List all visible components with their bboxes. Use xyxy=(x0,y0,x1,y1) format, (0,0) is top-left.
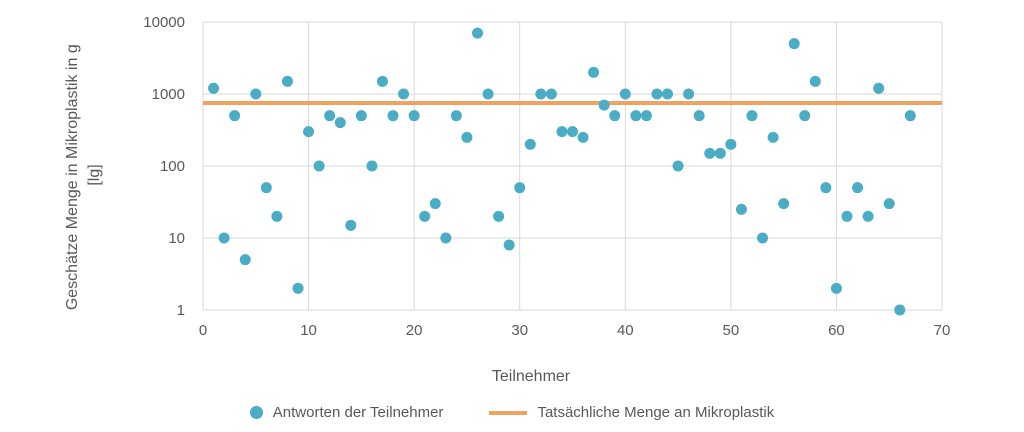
x-tick-label: 50 xyxy=(723,322,740,339)
data-point xyxy=(366,160,378,172)
data-point xyxy=(894,304,906,316)
data-point xyxy=(524,138,536,150)
data-point xyxy=(788,38,800,50)
data-point xyxy=(229,110,241,122)
data-point xyxy=(482,88,494,100)
data-point xyxy=(260,182,272,194)
data-point xyxy=(429,198,441,210)
data-point xyxy=(588,66,600,78)
data-point xyxy=(598,99,610,111)
data-point xyxy=(292,282,304,294)
data-point xyxy=(767,131,779,143)
data-point xyxy=(841,210,853,222)
data-point xyxy=(535,88,547,100)
data-point xyxy=(419,210,431,222)
data-point xyxy=(757,232,769,244)
chart: 1 10 100 1000 10000 0 10 20 30 40 50 60 70 Teilnehm… xyxy=(64,14,951,385)
data-point xyxy=(334,117,346,129)
data-point xyxy=(514,182,526,194)
x-tick-label: 20 xyxy=(406,322,423,339)
data-point xyxy=(704,147,716,159)
y-tick-label: 10000 xyxy=(143,14,185,31)
data-point xyxy=(471,27,483,39)
data-point xyxy=(324,110,336,122)
x-tick-label: 60 xyxy=(828,322,845,339)
data-point xyxy=(503,239,515,251)
data-point xyxy=(556,126,568,138)
data-point xyxy=(662,88,674,100)
data-point xyxy=(577,131,589,143)
data-point xyxy=(303,126,315,138)
y-tick-label: 1 xyxy=(177,302,185,319)
y-tick-label: 1000 xyxy=(152,86,185,103)
data-point xyxy=(693,110,705,122)
legend: Antworten der Teilnehmer Tatsächliche Me… xyxy=(0,404,1024,421)
x-tick-label: 0 xyxy=(199,322,207,339)
y-tick-label: 100 xyxy=(160,158,185,175)
data-point xyxy=(239,254,251,266)
data-point xyxy=(313,160,325,172)
x-tick-labels: 0 10 20 30 40 50 60 70 xyxy=(199,322,951,339)
x-tick-label: 30 xyxy=(511,322,528,339)
data-point xyxy=(778,198,790,210)
x-tick-label: 70 xyxy=(934,322,951,339)
data-point xyxy=(461,131,473,143)
data-point xyxy=(820,182,832,194)
data-point xyxy=(387,110,399,122)
data-point xyxy=(271,210,283,222)
data-point xyxy=(450,110,462,122)
x-axis-title: Teilnehmer xyxy=(492,368,571,385)
data-point xyxy=(714,147,726,159)
y-tick-labels: 1 10 100 1000 10000 xyxy=(143,14,185,319)
data-point xyxy=(640,110,652,122)
data-point xyxy=(904,110,916,122)
data-point xyxy=(630,110,642,122)
data-point xyxy=(493,210,505,222)
data-point xyxy=(873,82,885,94)
data-point xyxy=(208,82,220,94)
grid-lines xyxy=(202,21,943,311)
data-point xyxy=(545,88,557,100)
legend-label-actual: Tatsächliche Menge an Mikroplastik xyxy=(537,404,775,421)
data-point xyxy=(250,88,262,100)
data-point xyxy=(440,232,452,244)
data-point xyxy=(809,75,821,87)
data-point xyxy=(852,182,864,194)
legend-marker-line xyxy=(489,410,528,415)
data-point xyxy=(398,88,410,100)
data-point xyxy=(725,138,737,150)
data-point xyxy=(683,88,695,100)
data-points xyxy=(208,27,916,316)
data-point xyxy=(218,232,230,244)
legend-marker-dot xyxy=(249,406,263,419)
data-point xyxy=(408,110,420,122)
data-point xyxy=(799,110,811,122)
data-point xyxy=(376,75,388,87)
data-point xyxy=(619,88,631,100)
x-tick-label: 10 xyxy=(300,322,317,339)
data-point xyxy=(735,203,747,215)
data-point xyxy=(672,160,684,172)
legend-label-responses: Antworten der Teilnehmer xyxy=(272,404,444,421)
x-tick-label: 40 xyxy=(617,322,634,339)
data-point xyxy=(355,110,367,122)
y-axis-title-line-1: Geschätze Menge in Mikroplastik in g xyxy=(64,44,81,310)
legend-item-responses: Antworten der Teilnehmer xyxy=(249,404,444,421)
data-point xyxy=(746,110,758,122)
data-point xyxy=(883,198,895,210)
y-tick-label: 10 xyxy=(168,230,185,247)
data-point xyxy=(651,88,663,100)
data-point xyxy=(862,210,874,222)
data-point xyxy=(567,126,578,138)
legend-item-actual: Tatsächliche Menge an Mikroplastik xyxy=(489,404,774,421)
data-point xyxy=(609,110,621,122)
data-point xyxy=(345,219,357,231)
y-axis-title: Geschätze Menge in Mikroplastik in g [lg… xyxy=(64,40,103,310)
y-axis-title-line-2: [lg] xyxy=(86,164,103,185)
data-point xyxy=(281,75,293,87)
data-point xyxy=(830,282,842,294)
